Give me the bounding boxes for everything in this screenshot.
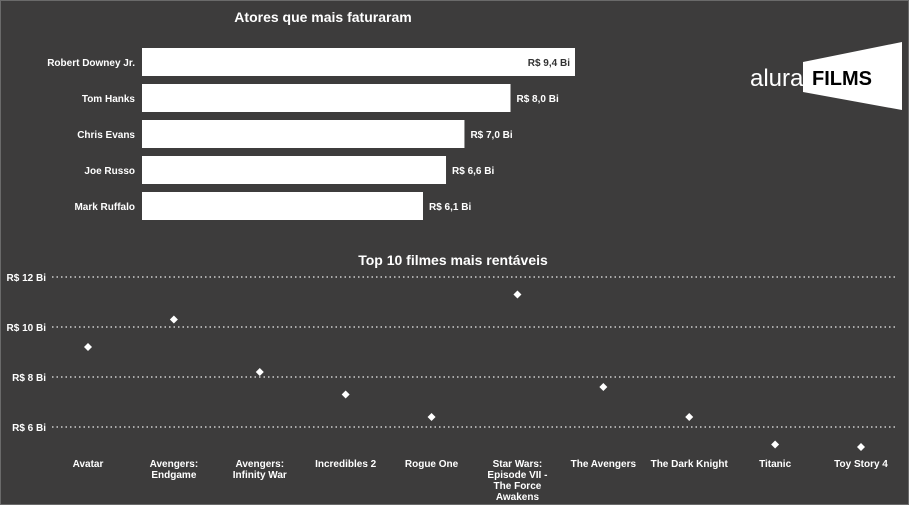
logo-banner-shape (803, 42, 902, 110)
scatter-point (771, 440, 780, 449)
bar-category-label: Chris Evans (77, 130, 135, 141)
x-category-label: Toy Story 4 (834, 459, 888, 470)
bar (142, 84, 511, 112)
x-category-label-line: Star Wars: (493, 459, 543, 470)
logo-films: FILMS (812, 68, 872, 90)
bar-category-label: Tom Hanks (82, 94, 136, 105)
x-category-label: Avatar (73, 459, 104, 470)
x-category-label-line: Avatar (73, 459, 104, 470)
bar (142, 156, 447, 184)
x-category-label: Rogue One (405, 459, 459, 470)
scatter-point (857, 443, 865, 451)
x-category-label-line: Toy Story 4 (834, 459, 888, 470)
scatter-point (255, 368, 264, 376)
scatter-point (427, 413, 436, 421)
scatter-chart (84, 290, 865, 451)
bar-category-label: Mark Ruffalo (74, 202, 135, 213)
x-category-label: Incredibles 2 (315, 459, 377, 470)
x-category-label-line: The Avengers (571, 459, 637, 470)
alura-films-logo: alura FILMS (750, 42, 902, 110)
x-category-label-line: Incredibles 2 (315, 459, 377, 470)
scatter-point (599, 383, 608, 391)
x-category-label: Star Wars: Episode VII -The Force Awakens (487, 459, 547, 503)
scatter-chart-title: Top 10 filmes mais rentáveis (358, 252, 548, 268)
y-tick-label: R$ 10 Bi (7, 323, 47, 334)
x-category-label-line: Awakens (496, 492, 540, 503)
scatter-point (685, 413, 694, 421)
scatter-gridlines: R$ 6 Bi R$ 8 Bi R$ 10 Bi R$ 12 Bi (7, 273, 895, 434)
bar-chart: Robert Downey Jr. R$ 9,4 Bi Tom Hanks R$ 8,… (47, 48, 575, 220)
y-tick-label: R$ 8 Bi (12, 373, 46, 384)
x-category-label-line: Infinity War (233, 470, 287, 481)
bar-value-label: R$ 7,0 Bi (470, 130, 512, 141)
y-tick-label: R$ 12 Bi (7, 273, 47, 284)
x-category-label: The Avengers (571, 459, 637, 470)
logo-word: alura (750, 65, 804, 92)
x-category-label-line: Endgame (151, 470, 196, 481)
scatter-point (84, 343, 92, 351)
x-category-label-line: The Dark Knight (651, 459, 729, 470)
x-category-label: Avengers: Infinity War (233, 459, 287, 481)
bar-chart-title: Atores que mais faturaram (234, 9, 411, 25)
x-category-label-line: Titanic (759, 459, 791, 470)
bar-value-label: R$ 8,0 Bi (517, 94, 559, 105)
x-category-label: Avengers: Endgame (150, 459, 199, 481)
bar-category-label: Joe Russo (84, 166, 135, 177)
x-category-label-line: Rogue One (405, 459, 459, 470)
scatter-point (513, 290, 522, 299)
bar-value-label: R$ 9,4 Bi (528, 58, 570, 69)
y-tick-label: R$ 6 Bi (12, 423, 46, 434)
x-category-label-line: Avengers: (150, 459, 199, 470)
x-category-label: Titanic (759, 459, 791, 470)
bar (142, 48, 575, 76)
x-category-label-line: Avengers: (236, 459, 285, 470)
bar (142, 192, 423, 220)
bar-category-label: Robert Downey Jr. (47, 58, 135, 69)
x-category-label: The Dark Knight (651, 459, 729, 470)
x-category-label-line: Episode VII - (487, 470, 547, 481)
scatter-point (169, 315, 178, 324)
bar (142, 120, 465, 148)
scatter-point (341, 390, 350, 399)
bar-value-label: R$ 6,1 Bi (429, 202, 471, 213)
x-category-label-line: The Force (494, 481, 542, 492)
bar-value-label: R$ 6,6 Bi (452, 166, 494, 177)
